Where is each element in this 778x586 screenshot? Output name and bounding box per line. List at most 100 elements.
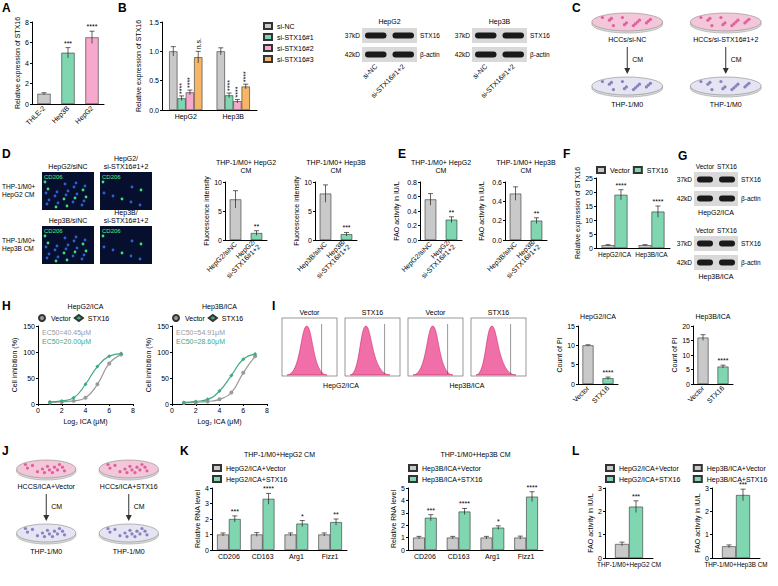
svg-text:0: 0 bbox=[170, 407, 174, 414]
svg-text:CD206: CD206 bbox=[218, 553, 240, 560]
svg-text:25: 25 bbox=[585, 175, 593, 182]
svg-text:Hep3B: Hep3B bbox=[489, 18, 511, 26]
svg-text:CM: CM bbox=[521, 167, 532, 174]
svg-text:**: ** bbox=[534, 210, 540, 217]
svg-text:0: 0 bbox=[589, 245, 593, 252]
svg-text:***: *** bbox=[231, 508, 239, 515]
svg-text:STX16: STX16 bbox=[222, 315, 244, 322]
svg-text:6: 6 bbox=[241, 407, 245, 414]
svg-text:STX16: STX16 bbox=[741, 176, 761, 183]
svg-text:STX16: STX16 bbox=[420, 32, 440, 39]
svg-text:I: I bbox=[272, 299, 275, 313]
svg-text:0.0: 0.0 bbox=[492, 237, 502, 244]
svg-text:***: *** bbox=[64, 40, 72, 47]
svg-text:37kD: 37kD bbox=[677, 176, 692, 183]
svg-text:β-actin: β-actin bbox=[530, 51, 550, 59]
svg-text:****: **** bbox=[226, 80, 233, 91]
svg-text:0.0: 0.0 bbox=[149, 107, 159, 114]
svg-text:Arg1: Arg1 bbox=[289, 553, 304, 561]
svg-text:6: 6 bbox=[107, 407, 111, 414]
svg-text:5: 5 bbox=[218, 208, 222, 215]
svg-text:Vector: Vector bbox=[687, 384, 706, 403]
svg-text:37kD: 37kD bbox=[677, 240, 692, 247]
svg-text:Relative expression of STX16: Relative expression of STX16 bbox=[14, 17, 22, 109]
svg-text:STX16: STX16 bbox=[741, 240, 761, 247]
svg-text:37kD: 37kD bbox=[345, 32, 360, 39]
svg-text:K: K bbox=[180, 444, 189, 458]
svg-text:Arg1: Arg1 bbox=[485, 553, 500, 561]
svg-text:Hep3B: Hep3B bbox=[50, 104, 71, 125]
svg-text:THP-1/M0+: THP-1/M0+ bbox=[2, 237, 36, 244]
svg-text:Hep3B/ICA+Vector: Hep3B/ICA+Vector bbox=[707, 465, 767, 473]
svg-text:si-STX16#1+2: si-STX16#1+2 bbox=[369, 63, 406, 100]
svg-text:10: 10 bbox=[682, 352, 690, 359]
svg-text:G: G bbox=[678, 149, 687, 163]
svg-text:si-STX16#3: si-STX16#3 bbox=[277, 56, 314, 63]
svg-text:Vector: Vector bbox=[696, 227, 715, 234]
svg-text:2: 2 bbox=[205, 516, 209, 523]
svg-text:42kD: 42kD bbox=[677, 259, 692, 266]
svg-text:5: 5 bbox=[686, 366, 690, 373]
svg-text:THP-1/M0: THP-1/M0 bbox=[113, 548, 145, 555]
svg-text:Hep3B/ICA: Hep3B/ICA bbox=[635, 251, 668, 259]
svg-text:D: D bbox=[2, 147, 11, 161]
svg-text:HepG2/: HepG2/ bbox=[114, 155, 138, 163]
svg-text:5: 5 bbox=[308, 208, 312, 215]
svg-text:0: 0 bbox=[218, 237, 222, 244]
svg-text:***: *** bbox=[632, 493, 640, 500]
svg-text:4: 4 bbox=[25, 60, 29, 67]
svg-text:CM: CM bbox=[51, 503, 62, 510]
svg-text:EC50=28.60μM: EC50=28.60μM bbox=[176, 338, 225, 346]
svg-text:J: J bbox=[2, 444, 9, 458]
svg-text:150: 150 bbox=[23, 323, 35, 330]
svg-text:E: E bbox=[398, 147, 406, 161]
svg-text:Vector: Vector bbox=[51, 315, 72, 322]
svg-text:CD206: CD206 bbox=[44, 228, 63, 234]
svg-text:42kD: 42kD bbox=[345, 51, 360, 58]
svg-text:β-actin: β-actin bbox=[741, 259, 761, 267]
svg-text:THP-1/M0: THP-1/M0 bbox=[611, 101, 643, 108]
svg-text:**: ** bbox=[449, 209, 455, 216]
svg-text:0.5: 0.5 bbox=[149, 77, 159, 84]
svg-text:1: 1 bbox=[401, 534, 405, 541]
svg-text:15: 15 bbox=[585, 203, 593, 210]
svg-text:si-STX16#1+2: si-STX16#1+2 bbox=[315, 243, 351, 279]
svg-text:THP-1/M0+ Hep3B: THP-1/M0+ Hep3B bbox=[306, 159, 366, 167]
svg-text:***: *** bbox=[739, 481, 747, 488]
svg-text:Cell inhibition (%): Cell inhibition (%) bbox=[11, 338, 19, 392]
svg-text:si-NC: si-NC bbox=[361, 63, 378, 80]
svg-text:Vector: Vector bbox=[572, 384, 591, 403]
svg-text:CD206: CD206 bbox=[414, 553, 436, 560]
svg-text:STX16: STX16 bbox=[488, 309, 510, 316]
svg-text:Hep3B: Hep3B bbox=[223, 113, 245, 121]
svg-text:β-actin: β-actin bbox=[741, 195, 761, 203]
svg-text:EC50=20.00μM: EC50=20.00μM bbox=[42, 338, 91, 346]
svg-text:15: 15 bbox=[567, 323, 575, 330]
svg-text:20: 20 bbox=[682, 323, 690, 330]
svg-text:HepG2: HepG2 bbox=[175, 113, 197, 121]
svg-text:STX16: STX16 bbox=[362, 309, 384, 316]
svg-text:F: F bbox=[563, 147, 570, 161]
svg-text:0: 0 bbox=[25, 101, 29, 108]
svg-text:Cell inhibition (%): Cell inhibition (%) bbox=[145, 338, 153, 392]
svg-text:CD206: CD206 bbox=[102, 228, 121, 234]
svg-text:0.2: 0.2 bbox=[407, 222, 417, 229]
svg-text:6: 6 bbox=[25, 39, 29, 46]
svg-text:si-NC: si-NC bbox=[277, 23, 295, 30]
svg-text:100: 100 bbox=[157, 349, 169, 356]
svg-text:THLE-2: THLE-2 bbox=[24, 104, 46, 126]
svg-text:8: 8 bbox=[131, 407, 135, 414]
svg-text:Relative RNA level: Relative RNA level bbox=[194, 490, 201, 548]
svg-text:Vector: Vector bbox=[610, 167, 631, 174]
svg-text:0.8: 0.8 bbox=[407, 179, 417, 186]
svg-text:42kD: 42kD bbox=[677, 195, 692, 202]
svg-text:β-actin: β-actin bbox=[420, 51, 440, 59]
svg-text:Count of PI: Count of PI bbox=[671, 337, 678, 372]
svg-text:4: 4 bbox=[84, 407, 88, 414]
svg-text:CM: CM bbox=[134, 503, 145, 510]
svg-text:2: 2 bbox=[194, 407, 198, 414]
svg-text:3: 3 bbox=[598, 485, 602, 492]
svg-text:5: 5 bbox=[401, 485, 405, 492]
svg-text:2: 2 bbox=[60, 407, 64, 414]
svg-text:**: ** bbox=[333, 511, 339, 518]
